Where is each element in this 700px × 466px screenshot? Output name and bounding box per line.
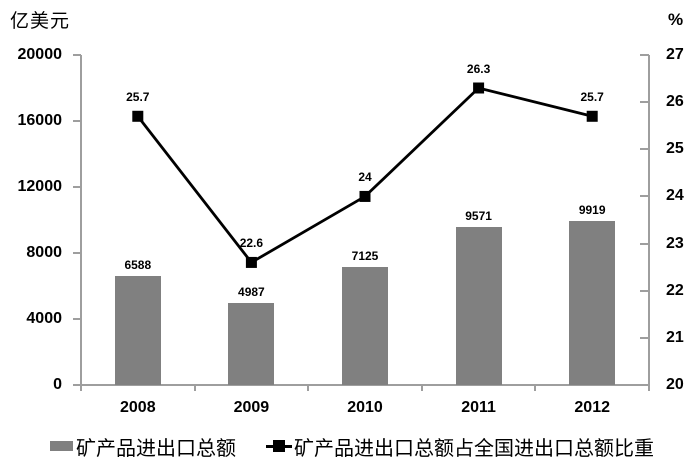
- right-axis-tick-mark: [640, 242, 649, 245]
- point-value-label: 25.7: [580, 90, 604, 105]
- x-axis-category-label: 2010: [347, 399, 383, 416]
- bar: [455, 227, 502, 385]
- right-axis-tick-label: 25: [666, 140, 684, 158]
- x-axis-tick-mark: [534, 385, 537, 391]
- line-legend-label: 矿产品进出口总额占全国进出口总额比重: [294, 437, 654, 460]
- bar-value-label: 4987: [238, 284, 265, 299]
- line-point-marker: [132, 110, 144, 122]
- left-axis-tick-mark: [73, 186, 81, 188]
- left-axis-tick-label: 4000: [26, 310, 62, 327]
- left-axis-tick-label: 16000: [17, 112, 63, 129]
- left-axis-tick-mark: [73, 384, 81, 386]
- right-axis-tick-label: 20: [666, 376, 684, 393]
- x-axis-line: [80, 384, 650, 386]
- line-point-marker: [473, 82, 485, 94]
- line-point-marker: [586, 110, 598, 122]
- x-axis-tick-mark: [648, 385, 650, 391]
- left-axis-tick-mark: [73, 54, 81, 56]
- right-axis-tick-mark: [640, 54, 649, 56]
- right-axis-tick-label: 22: [666, 281, 684, 299]
- left-axis-line: [80, 55, 82, 386]
- bar-value-label: 6588: [124, 258, 152, 273]
- x-axis-category-label: 2011: [461, 399, 496, 416]
- bar: [569, 221, 616, 385]
- right-axis-tick-label: 21: [666, 328, 684, 346]
- left-axis-tick-mark: [73, 252, 81, 254]
- right-axis-tick-label: 23: [666, 234, 684, 252]
- right-axis-tick-mark: [640, 101, 649, 104]
- legend: 矿产品进出口总额 矿产品进出口总额占全国进出口总额比重: [50, 431, 654, 461]
- left-axis-tick-mark: [73, 120, 81, 122]
- x-axis-tick-mark: [80, 385, 82, 391]
- left-axis-tick-label: 0: [53, 376, 62, 393]
- point-value-label: 24: [358, 170, 372, 185]
- right-axis-tick-mark: [640, 148, 649, 151]
- left-axis-tick-label: 8000: [26, 244, 62, 261]
- bar-value-label: 9919: [578, 203, 606, 218]
- right-axis-tick-mark: [640, 195, 649, 198]
- right-axis-tick-label: 26: [666, 93, 684, 111]
- point-value-label: 22.6: [239, 236, 264, 251]
- left-axis-tick-mark: [73, 318, 81, 320]
- left-axis-tick-label: 20000: [17, 46, 63, 63]
- x-axis-tick-mark: [420, 385, 423, 391]
- point-value-label: 25.7: [126, 90, 150, 105]
- bar: [342, 267, 388, 385]
- x-axis-tick-mark: [307, 385, 310, 391]
- bar: [114, 276, 161, 385]
- left-axis-unit-label: 亿美元: [10, 11, 71, 32]
- right-axis-tick-label: 27: [666, 46, 684, 63]
- right-axis-tick-label: 24: [666, 187, 684, 205]
- x-axis-category-label: 2012: [574, 399, 610, 416]
- x-axis-tick-mark: [193, 385, 196, 391]
- right-axis-tick-mark: [640, 384, 649, 386]
- point-value-label: 26.3: [466, 62, 491, 76]
- bar-value-label: 9571: [465, 209, 492, 224]
- x-axis-category-label: 2008: [120, 399, 156, 416]
- bar-value-label: 7125: [351, 249, 379, 264]
- line-legend-marker: [266, 440, 292, 452]
- bar: [228, 302, 275, 385]
- right-axis-tick-mark: [640, 289, 649, 292]
- x-axis-category-label: 2009: [233, 399, 270, 416]
- right-axis-line: [648, 55, 650, 386]
- bar-legend-swatch: [50, 441, 73, 451]
- line-point-marker: [245, 256, 257, 268]
- right-axis-unit-label: %: [668, 10, 684, 29]
- right-axis-tick-mark: [640, 336, 649, 339]
- bar-legend-label: 矿产品进出口总额: [76, 437, 236, 460]
- line-point-marker: [359, 190, 371, 202]
- line-legend-square-icon: [273, 440, 285, 452]
- left-axis-tick-label: 12000: [17, 178, 63, 195]
